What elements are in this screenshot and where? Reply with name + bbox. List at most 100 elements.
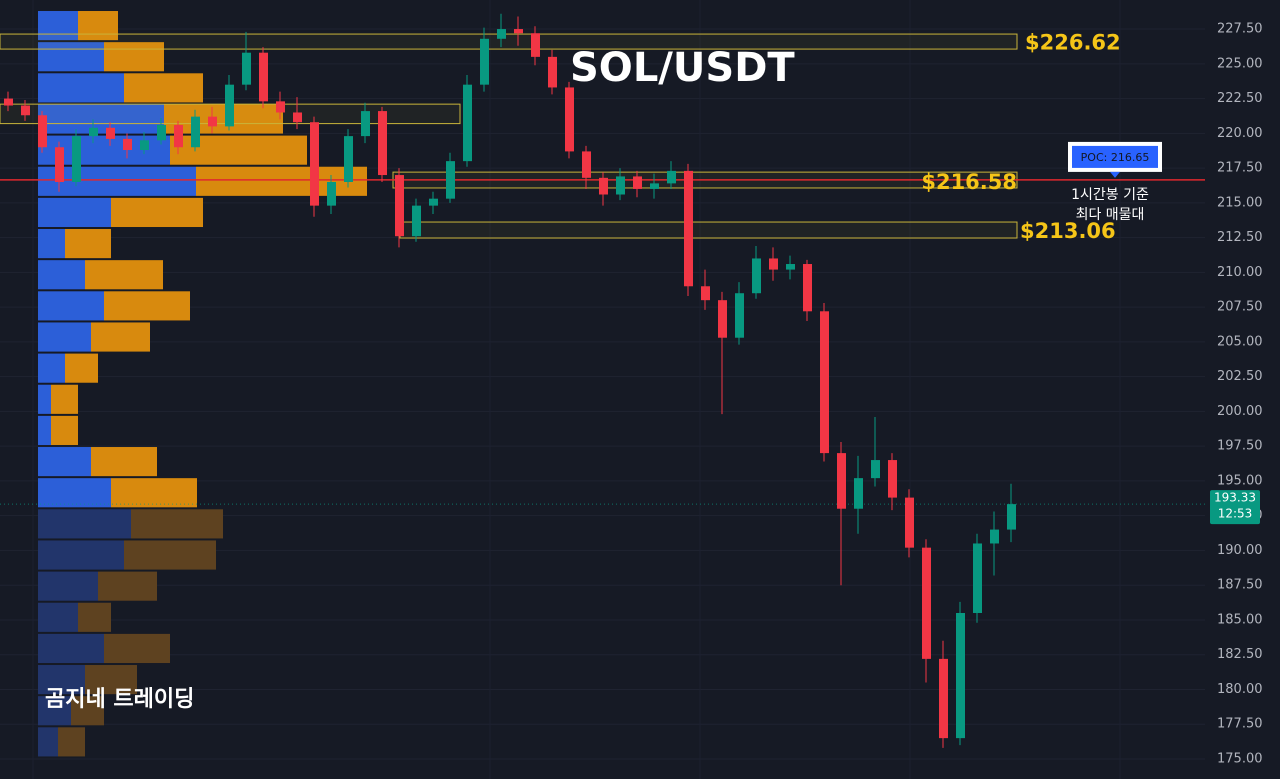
profile-sell [104, 42, 164, 72]
candle-body [395, 175, 404, 237]
profile-buy [38, 727, 58, 757]
y-tick-label: 182.50 [1217, 647, 1263, 662]
profile-buy [38, 415, 51, 446]
countdown: 12:53 [1218, 507, 1253, 521]
zone [0, 33, 1018, 50]
y-tick-label: 180.00 [1217, 682, 1263, 697]
candle-body [820, 311, 829, 454]
profile-sell [58, 727, 85, 757]
profile-buy [38, 42, 104, 72]
profile-sell [71, 696, 104, 726]
profile-sell [65, 229, 111, 259]
candle-body [412, 205, 421, 237]
candle-body [905, 497, 914, 548]
poc-box-inner [1072, 145, 1158, 168]
y-tick-label: 200.00 [1217, 404, 1263, 419]
candle-body [106, 127, 115, 139]
y-tick-label: 210.00 [1217, 265, 1263, 280]
candle-body [157, 124, 166, 141]
poc-note: 1시간봉 기준 [1071, 187, 1149, 203]
candle-body [667, 170, 676, 184]
candle-body [497, 29, 506, 39]
candle-body [650, 183, 659, 189]
candle-body [259, 52, 268, 102]
profile-sell [170, 135, 307, 165]
candle-body [38, 115, 47, 148]
candle-body [684, 170, 693, 287]
candle-body [803, 264, 812, 312]
poc-label: POC: 216.65 [1081, 151, 1150, 164]
candle-body [633, 176, 642, 189]
y-tick-label: 177.50 [1217, 717, 1263, 732]
candle-body [786, 264, 795, 270]
candle-body [871, 460, 880, 479]
candle-body [344, 136, 353, 182]
candle-body [21, 105, 30, 116]
profile-sell [78, 11, 118, 41]
candle-body [565, 87, 574, 152]
profile-sell [104, 633, 170, 664]
profile-sell [65, 353, 98, 383]
candle-body [378, 111, 387, 176]
candle-body [701, 286, 710, 301]
candle-body [4, 98, 13, 106]
candle-body [956, 612, 965, 739]
profile-buy [38, 11, 78, 41]
y-tick-label: 197.50 [1217, 439, 1263, 454]
y-tick-label: 225.00 [1217, 56, 1263, 71]
profile-sell [124, 540, 216, 570]
profile-sell [196, 166, 367, 196]
candle-body [140, 140, 149, 151]
profile-buy [38, 602, 78, 632]
y-tick-label: 222.50 [1217, 91, 1263, 106]
y-tick-label: 190.00 [1217, 543, 1263, 558]
profile-buy [38, 322, 91, 352]
profile-sell [51, 384, 78, 414]
profile-buy [38, 291, 104, 321]
candle-body [191, 116, 200, 148]
candle-body [888, 460, 897, 498]
candle-body [361, 111, 370, 137]
profile-buy [38, 197, 111, 228]
candle-body [548, 56, 557, 88]
y-tick-label: 205.00 [1217, 334, 1263, 349]
y-tick-label: 202.50 [1217, 369, 1263, 384]
last-price-tag [1210, 490, 1260, 525]
profile-sell [104, 291, 190, 321]
profile-buy [38, 166, 196, 196]
candle-body [55, 147, 64, 182]
profile-buy [38, 229, 65, 259]
candle-body [276, 101, 285, 113]
profile-buy [38, 509, 131, 539]
y-tick-label: 217.50 [1217, 161, 1263, 176]
candle-body [293, 112, 302, 123]
profile-sell [124, 73, 203, 103]
profile-sell [131, 509, 223, 539]
candle-body [718, 300, 727, 338]
candle-body [837, 453, 846, 509]
y-tick-label: 220.00 [1217, 126, 1263, 141]
poc-pointer [1110, 171, 1120, 178]
profile-sell [91, 447, 157, 477]
candle-body [973, 543, 982, 613]
profile-buy [38, 696, 71, 726]
candle-body [208, 116, 217, 127]
profile-buy [38, 633, 104, 664]
last-price-label: 193.33 [1214, 491, 1256, 505]
candle-body [939, 658, 948, 739]
candle-body [514, 29, 523, 34]
profile-buy [38, 73, 124, 103]
profile-buy [38, 540, 124, 570]
y-tick-label: 185.00 [1217, 612, 1263, 627]
profile-sell [85, 665, 137, 695]
candle-body [174, 124, 183, 148]
candle-body [225, 84, 234, 127]
candle-body [72, 136, 81, 182]
y-tick-label: 187.50 [1217, 578, 1263, 593]
candle-body [616, 176, 625, 195]
candle-body [752, 258, 761, 294]
profile-buy [38, 384, 51, 414]
profile-sell [111, 197, 203, 228]
candle-body [735, 293, 744, 338]
